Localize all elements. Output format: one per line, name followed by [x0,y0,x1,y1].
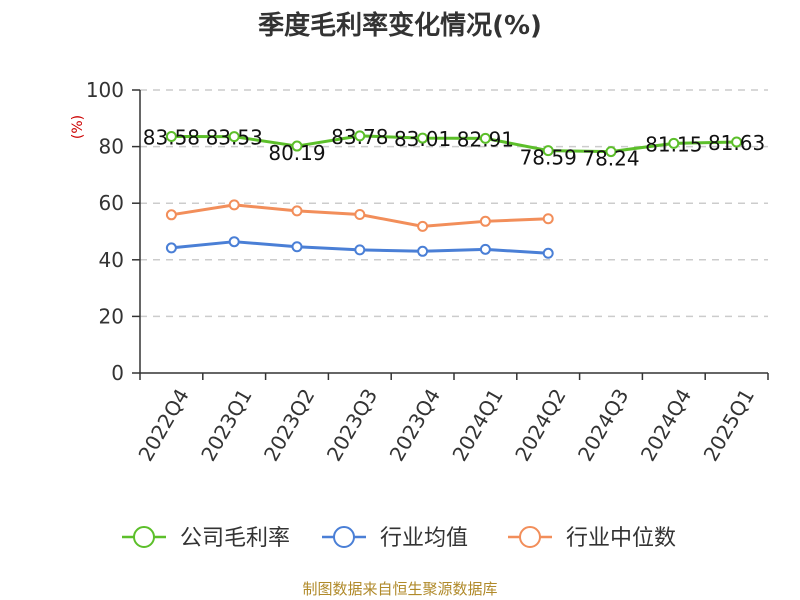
data-label-2025Q1: 81.63 [708,131,765,155]
series-2-point-2023Q1 [228,199,240,211]
series-0-point-2024Q4 [668,137,680,149]
data-label-2023Q2: 80.19 [268,141,325,165]
x-ticks: 2022Q4 2023Q1 2023Q2 2023Q3 2023Q4 2024Q1 2024… [133,385,759,466]
data-label-2023Q3: 83.78 [331,125,388,149]
legend-label-2: 行业中位数 [566,526,676,551]
y-tick-label-60: 60 [99,191,124,215]
data-label-2024Q2: 78.59 [520,146,577,170]
series-2-point-2024Q1 [479,215,491,227]
x-tick-label-2024Q4: 2024Q4 [636,385,696,466]
data-label-2024Q1: 82.91 [457,127,514,151]
series-0-point-2023Q1 [228,131,240,143]
series-0-point-2024Q1 [479,132,491,144]
series-0-point-2023Q4 [417,132,429,144]
series-line-0 [171,134,737,154]
y-axis-label: (%) [70,115,86,139]
series-2-point-2023Q3 [354,209,366,221]
series-1-point-2024Q2 [542,247,554,259]
series-1-point-2022Q4 [165,242,177,254]
x-tick-label-2024Q3: 2024Q3 [573,385,633,466]
x-tick-label-2025Q1: 2025Q1 [699,385,759,466]
data-label-2022Q4: 83.58 [143,125,200,149]
y-tick-label-40: 40 [99,248,124,272]
y-tick-label-20: 20 [99,304,124,328]
x-tick-label-2024Q2: 2024Q2 [510,385,570,466]
series-0-point-2022Q4 [165,130,177,142]
series-1-point-2023Q1 [228,236,240,248]
series-0-point-2024Q2 [542,145,554,157]
legend-marker-0 [133,526,155,548]
x-tick-label-2023Q1: 2023Q1 [196,385,256,466]
x-tick-label-2023Q3: 2023Q3 [322,385,382,466]
series-0-point-2023Q2 [291,140,303,152]
series-0-point-2023Q3 [354,130,366,142]
series-2-point-2024Q2 [542,213,554,225]
series-0-point-2025Q1 [731,136,743,148]
series-1-point-2023Q3 [354,244,366,256]
source-note: 制图数据来自恒生聚源数据库 [302,580,497,598]
y-ticks: 0 20 40 60 80 100 [86,78,140,385]
series-1-point-2023Q4 [417,245,429,257]
chart-title: 季度毛利率变化情况(%) [258,10,542,41]
legend-label-0: 公司毛利率 [180,526,290,551]
data-label-2023Q4: 83.01 [394,127,451,151]
x-tick-label-2023Q2: 2023Q2 [259,385,319,466]
x-tick-label-2024Q1: 2024Q1 [447,385,507,466]
series-2-point-2023Q2 [291,205,303,217]
y-tick-label-80: 80 [99,135,124,159]
y-tick-label-0: 0 [111,361,124,385]
x-tick-label-2022Q4: 2022Q4 [133,385,193,466]
series-2-point-2022Q4 [165,209,177,221]
series-1-point-2023Q2 [291,241,303,253]
legend-label-1: 行业均值 [380,526,468,551]
axes [139,90,769,380]
legend: 公司毛利率 行业均值 行业中位数 [122,526,676,551]
data-label-2024Q3: 78.24 [582,147,639,171]
series-group [165,130,743,259]
legend-marker-2 [519,526,541,548]
y-tick-label-100: 100 [86,78,124,102]
data-label-2023Q1: 83.53 [206,126,263,150]
legend-marker-1 [333,526,355,548]
series-1-point-2024Q1 [479,243,491,255]
series-2-point-2023Q4 [417,220,429,232]
data-label-2024Q4: 81.15 [645,132,702,156]
series-0-point-2024Q3 [605,146,617,158]
x-tick-label-2023Q4: 2023Q4 [385,385,445,466]
grid [140,89,768,318]
